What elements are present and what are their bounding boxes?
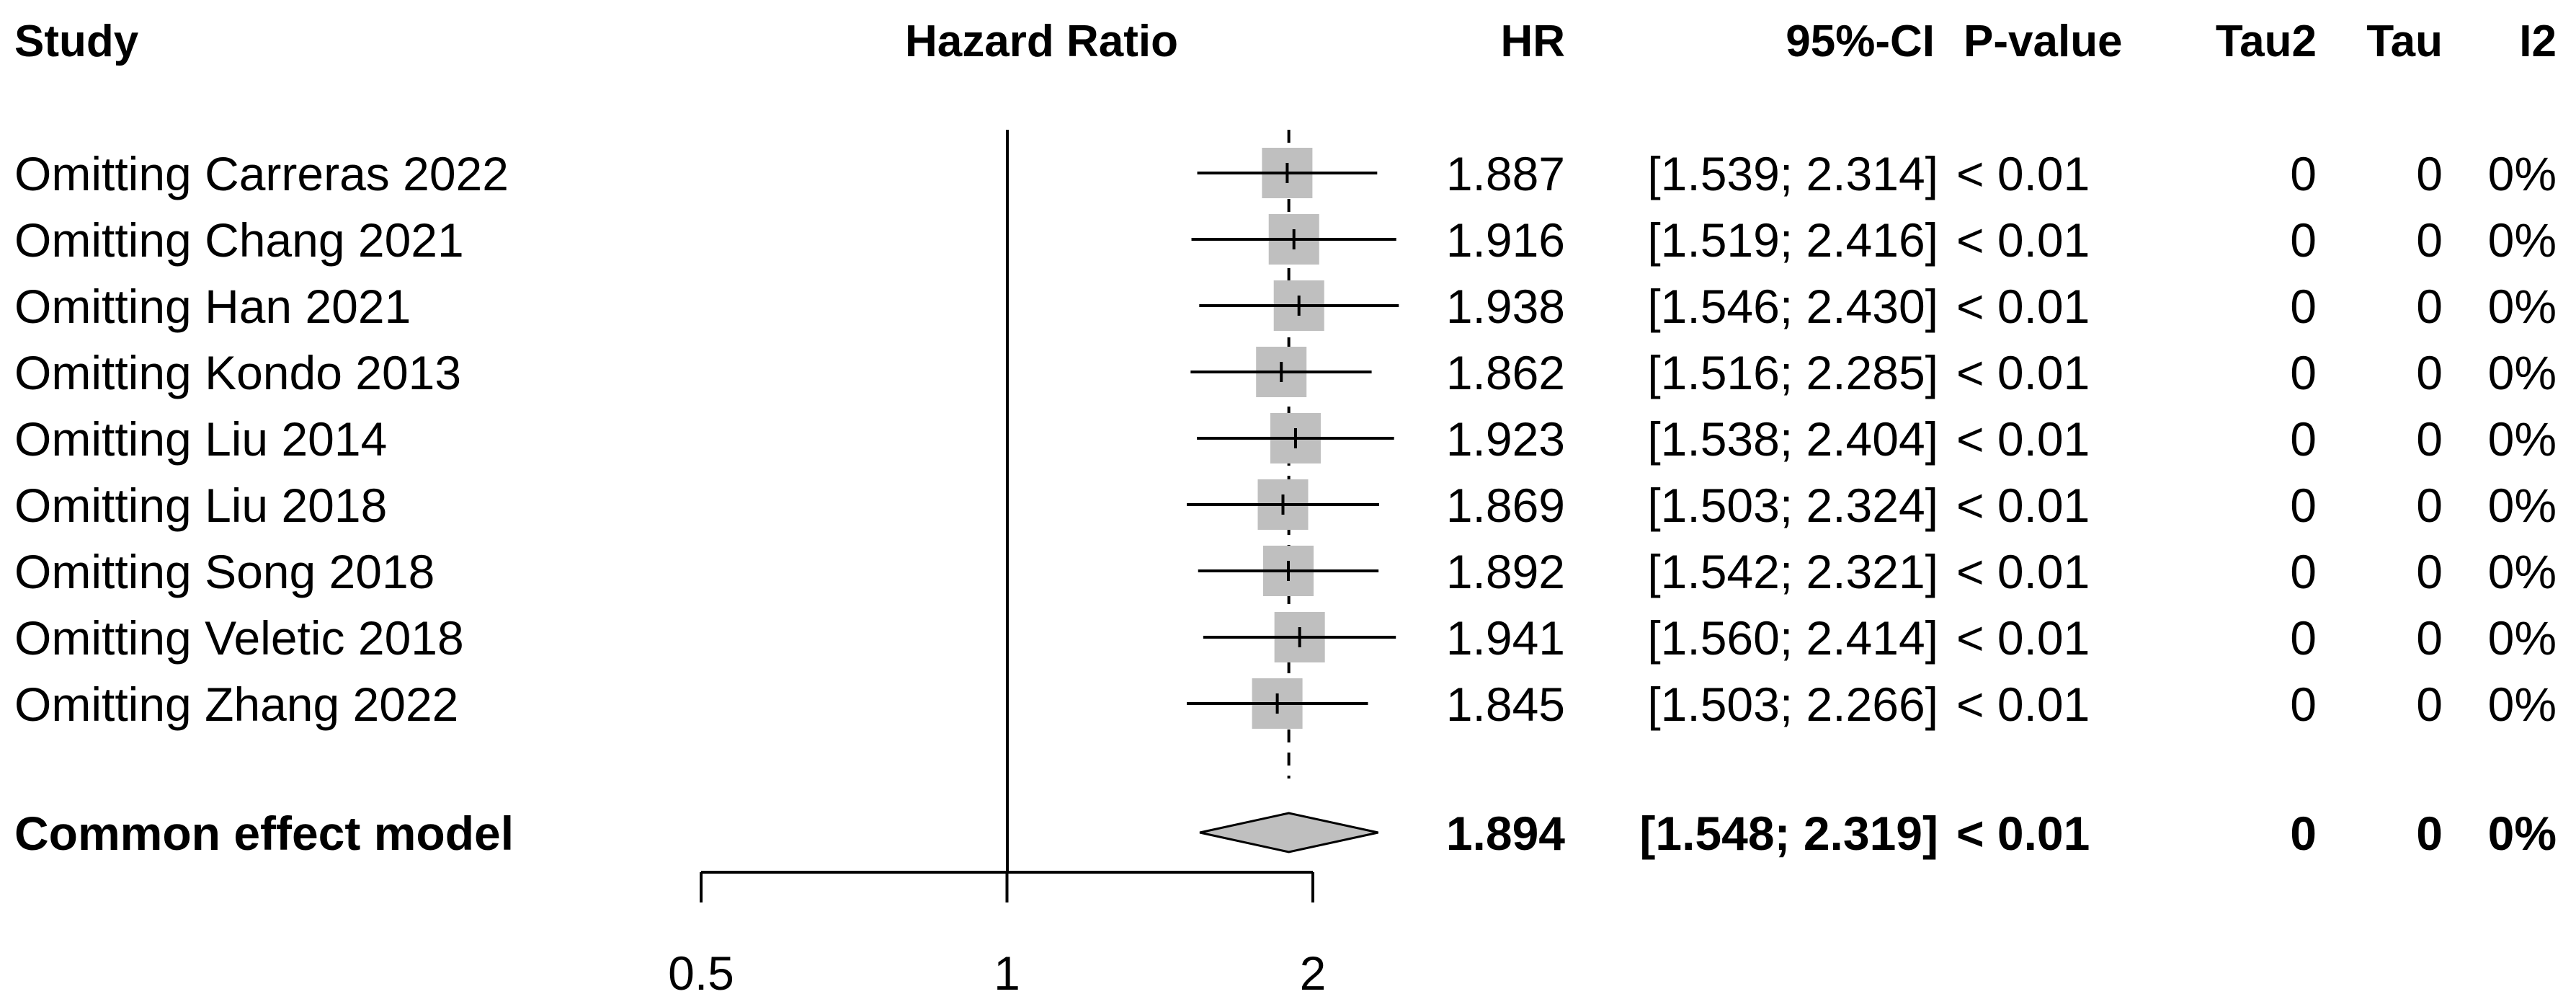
tau2-value: 0 [2290,213,2317,267]
p-value: < 0.01 [1956,611,2090,665]
i2-value: 0% [2488,479,2557,532]
study-label: Omitting Zhang 2022 [14,678,458,731]
tau-value: 0 [2416,213,2443,267]
hr-value: 1.887 [1446,147,1565,200]
tau2-value: 0 [2290,147,2317,200]
ci-value: [1.516; 2.285] [1647,346,1938,399]
ci-value: [1.560; 2.414] [1647,611,1938,665]
p-value: < 0.01 [1956,346,2090,399]
tau2-value: 0 [2290,280,2317,333]
study-label: Omitting Veletic 2018 [14,611,464,665]
hr-value: 1.869 [1446,479,1565,532]
study-label: Omitting Carreras 2022 [14,147,509,200]
p-value: < 0.01 [1956,545,2090,598]
header-row: Study Hazard Ratio HR 95%-CI P-value Tau… [14,17,2557,66]
header-hr: HR [1500,17,1565,66]
p-value: < 0.01 [1956,280,2090,333]
tau2-value: 0 [2290,346,2317,399]
header-i2: I2 [2519,17,2557,66]
study-label: Omitting Kondo 2013 [14,346,461,399]
tau-value: 0 [2416,611,2443,665]
p-value: < 0.01 [1956,213,2090,267]
tau-value: 0 [2416,280,2443,333]
header-tau: Tau [2366,17,2443,66]
header-tau2: Tau2 [2216,17,2317,66]
header-study: Study [14,17,139,66]
header-pvalue: P-value [1964,17,2123,66]
study-label: Omitting Liu 2014 [14,412,387,466]
x-tick-label: 1 [994,946,1020,1000]
study-row: Omitting Song 2018 1.892 [1.542; 2.321] < 0… [14,545,2557,598]
tau-value: 0 [2416,807,2443,860]
study-row: Omitting Liu 2018 1.869 [1.503; 2.324] < 0.… [14,479,2557,532]
study-label: Omitting Song 2018 [14,545,434,598]
tau2-value: 0 [2290,545,2317,598]
study-label: Omitting Chang 2021 [14,213,464,267]
hr-value: 1.892 [1446,545,1565,598]
tau-value: 0 [2416,545,2443,598]
study-label: Omitting Han 2021 [14,280,411,333]
ci-value: [1.539; 2.314] [1647,147,1938,200]
tau-value: 0 [2416,147,2443,200]
i2-value: 0% [2488,412,2557,466]
summary-diamond [1199,812,1378,853]
ci-value: [1.548; 2.319] [1639,807,1938,860]
header-hazard-ratio: Hazard Ratio [905,17,1178,66]
i2-value: 0% [2488,213,2557,267]
hr-value: 1.916 [1446,213,1565,267]
hr-value: 1.923 [1446,412,1565,466]
p-value: < 0.01 [1956,412,2090,466]
i2-value: 0% [2488,280,2557,333]
study-label: Omitting Liu 2018 [14,479,387,532]
study-label: Common effect model [14,807,514,860]
summary-row: Common effect model 1.894 [1.548; 2.319] < … [14,807,2557,860]
p-value: < 0.01 [1956,678,2090,731]
header-ci: 95%-CI [1786,17,1935,66]
tau2-value: 0 [2290,412,2317,466]
study-row: Omitting Veletic 2018 1.941 [1.560; 2.414]… [14,611,2557,665]
study-row: Omitting Han 2021 1.938 [1.546; 2.430] < 0.… [14,280,2557,333]
hr-value: 1.938 [1446,280,1565,333]
ci-value: [1.538; 2.404] [1647,412,1938,466]
hr-value: 1.941 [1446,611,1565,665]
study-rows: Omitting Carreras 2022 1.887 [1.539; 2.314… [14,147,2557,731]
study-row: Omitting Kondo 2013 1.862 [1.516; 2.285] < … [14,346,2557,399]
i2-value: 0% [2488,346,2557,399]
tau2-value: 0 [2290,479,2317,532]
i2-value: 0% [2488,678,2557,731]
x-tick-label: 2 [1300,946,1327,1000]
x-axis-ticks: 0.5 1 2 [668,872,1326,1000]
study-row: Omitting Liu 2014 1.923 [1.538; 2.404] < 0.… [14,412,2557,466]
ci-value: [1.542; 2.321] [1647,545,1938,598]
hr-value: 1.894 [1446,807,1565,860]
x-tick-label: 0.5 [668,946,734,1000]
tau-value: 0 [2416,412,2443,466]
ci-value: [1.503; 2.266] [1647,678,1938,731]
p-value: < 0.01 [1956,479,2090,532]
tau-value: 0 [2416,678,2443,731]
study-row: Omitting Zhang 2022 1.845 [1.503; 2.266] < … [14,678,2557,731]
hr-value: 1.845 [1446,678,1565,731]
ci-value: [1.546; 2.430] [1647,280,1938,333]
i2-value: 0% [2488,147,2557,200]
tau2-value: 0 [2290,678,2317,731]
ci-value: [1.503; 2.324] [1647,479,1938,532]
tau-value: 0 [2416,346,2443,399]
ci-value: [1.519; 2.416] [1647,213,1938,267]
hr-value: 1.862 [1446,346,1565,399]
i2-value: 0% [2488,545,2557,598]
study-row: Omitting Chang 2021 1.916 [1.519; 2.416] < … [14,213,2557,267]
tau2-value: 0 [2290,807,2317,860]
tau2-value: 0 [2290,611,2317,665]
i2-value: 0% [2488,807,2557,860]
i2-value: 0% [2488,611,2557,665]
study-row: Omitting Carreras 2022 1.887 [1.539; 2.314… [14,147,2557,200]
p-value: < 0.01 [1956,147,2090,200]
tau-value: 0 [2416,479,2443,532]
p-value: < 0.01 [1956,807,2090,860]
